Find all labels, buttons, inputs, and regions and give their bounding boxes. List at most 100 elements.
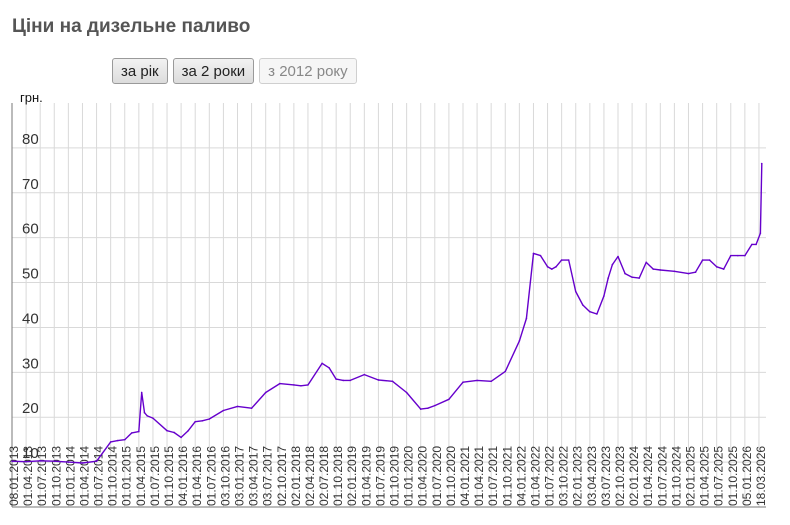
price-data-point <box>760 162 763 165</box>
price-data-point <box>201 420 204 422</box>
y-tick-label: 60 <box>22 221 39 238</box>
y-tick-label: 70 <box>22 176 39 193</box>
x-tick-label: 03.04.2017 <box>247 446 261 506</box>
price-data-point <box>434 404 436 407</box>
x-tick-label: 01.07.2022 <box>543 446 557 506</box>
x-tick-label: 02.01.2018 <box>289 446 303 506</box>
price-data-point <box>729 254 732 257</box>
price-data-point <box>751 243 753 246</box>
price-data-point <box>448 398 450 401</box>
price-data-point <box>567 259 570 261</box>
price-data-point <box>293 384 295 386</box>
price-data-point <box>222 409 225 412</box>
x-tick-label: 01.04.2015 <box>134 446 148 506</box>
x-tick-label: 01.07.2013 <box>35 446 49 506</box>
period-selector: за рік за 2 роки з 2012 року <box>112 58 357 84</box>
x-tick-label: 01.07.2024 <box>655 446 669 506</box>
x-tick-label: 01.07.2019 <box>373 446 387 506</box>
x-tick-label: 01.10.2014 <box>106 446 120 506</box>
price-data-point <box>737 254 739 257</box>
price-data-point <box>363 373 366 376</box>
x-tick-label: 04.01.2022 <box>514 446 528 506</box>
price-data-point <box>146 415 149 417</box>
price-data-point <box>250 407 253 410</box>
x-tick-label: 01.01.2020 <box>402 446 416 506</box>
price-data-point <box>342 379 344 382</box>
x-tick-label: 08.01.2013 <box>7 446 21 506</box>
y-axis-unit-label: грн. <box>20 90 43 105</box>
price-data-point <box>596 313 598 315</box>
y-tick-label: 80 <box>22 131 39 148</box>
price-data-point <box>532 252 535 255</box>
y-tick-label: 50 <box>22 266 39 283</box>
price-data-point <box>611 263 614 266</box>
price-data-point <box>321 362 323 365</box>
x-tick-label: 01.04.2014 <box>77 446 91 506</box>
price-data-point <box>694 271 697 274</box>
price-data-point <box>490 380 492 383</box>
y-tick-labels: 10 20 30 40 50 60 70 80 <box>22 131 39 462</box>
x-tick-label: 01.04.2024 <box>641 446 655 506</box>
price-data-point <box>307 384 309 386</box>
x-tick-label: 01.01.2015 <box>120 446 134 506</box>
price-data-point <box>722 268 725 270</box>
price-data-point <box>504 370 507 373</box>
price-data-point <box>405 391 408 394</box>
price-data-point <box>349 379 352 382</box>
price-data-point <box>755 243 757 246</box>
x-tick-label: 01.10.2025 <box>726 446 740 506</box>
x-tick-label: 01.10.2024 <box>669 446 683 506</box>
x-tick-label: 04.01.2016 <box>176 446 190 506</box>
price-data-point <box>81 462 84 464</box>
price-data-point <box>187 429 189 432</box>
price-data-point <box>617 255 619 258</box>
x-tick-label: 01.10.2013 <box>49 446 63 506</box>
x-tick-label: 01.01.2014 <box>63 446 77 506</box>
chart-grid <box>11 103 766 507</box>
x-tick-label: 03.07.2023 <box>599 446 613 506</box>
price-data-point <box>645 261 648 264</box>
price-data-point <box>701 259 704 261</box>
price-data-point <box>208 418 211 420</box>
two-years-button[interactable]: за 2 роки <box>172 58 255 84</box>
price-data-point <box>518 340 521 342</box>
x-tick-label: 01.10.2021 <box>500 446 514 506</box>
x-tick-label: 02.01.2023 <box>571 446 585 506</box>
x-tick-label: 04.01.2021 <box>458 446 472 506</box>
y-tick-label: 20 <box>22 400 39 417</box>
x-tick-label: 02.10.2017 <box>275 446 289 506</box>
x-tick-label: 01.07.2025 <box>712 446 726 506</box>
price-data-point <box>539 254 542 257</box>
price-data-point <box>652 268 655 270</box>
x-tick-label: 05.01.2026 <box>740 446 754 506</box>
x-tick-label: 02.10.2023 <box>613 446 627 506</box>
price-data-point <box>140 391 143 394</box>
price-data-point <box>264 391 267 394</box>
price-data-point <box>180 436 182 439</box>
x-tick-label: 02.01.2019 <box>345 446 359 506</box>
price-data-point <box>546 266 549 268</box>
x-tick-label: 02.04.2018 <box>303 446 317 506</box>
price-data-point <box>673 270 676 273</box>
price-data-point <box>759 232 762 234</box>
x-tick-label: 01.07.2020 <box>430 446 444 506</box>
x-tick-label: 03.10.2022 <box>557 446 571 506</box>
x-tick-label: 01.04.2019 <box>359 446 373 506</box>
price-data-point <box>624 272 626 275</box>
x-tick-label: 01.10.2019 <box>388 446 402 506</box>
price-data-point <box>659 269 662 271</box>
price-data-point <box>715 266 718 268</box>
price-data-point <box>173 431 175 434</box>
price-data-point <box>426 407 429 410</box>
x-tick-label: 01.10.2015 <box>162 446 176 506</box>
x-tick-label: 01.04.2020 <box>416 446 430 506</box>
one-year-button[interactable]: за рік <box>112 58 168 84</box>
x-tick-label: 02.01.2025 <box>683 446 697 506</box>
price-data-point <box>236 405 239 408</box>
price-data-point <box>560 259 563 261</box>
price-data-point <box>116 439 119 442</box>
y-tick-label: 10 <box>22 445 39 462</box>
page-title: Ціни на дизельне паливо <box>12 16 251 37</box>
since-2012-button[interactable]: з 2012 року <box>259 58 357 84</box>
price-data-point <box>603 295 605 297</box>
